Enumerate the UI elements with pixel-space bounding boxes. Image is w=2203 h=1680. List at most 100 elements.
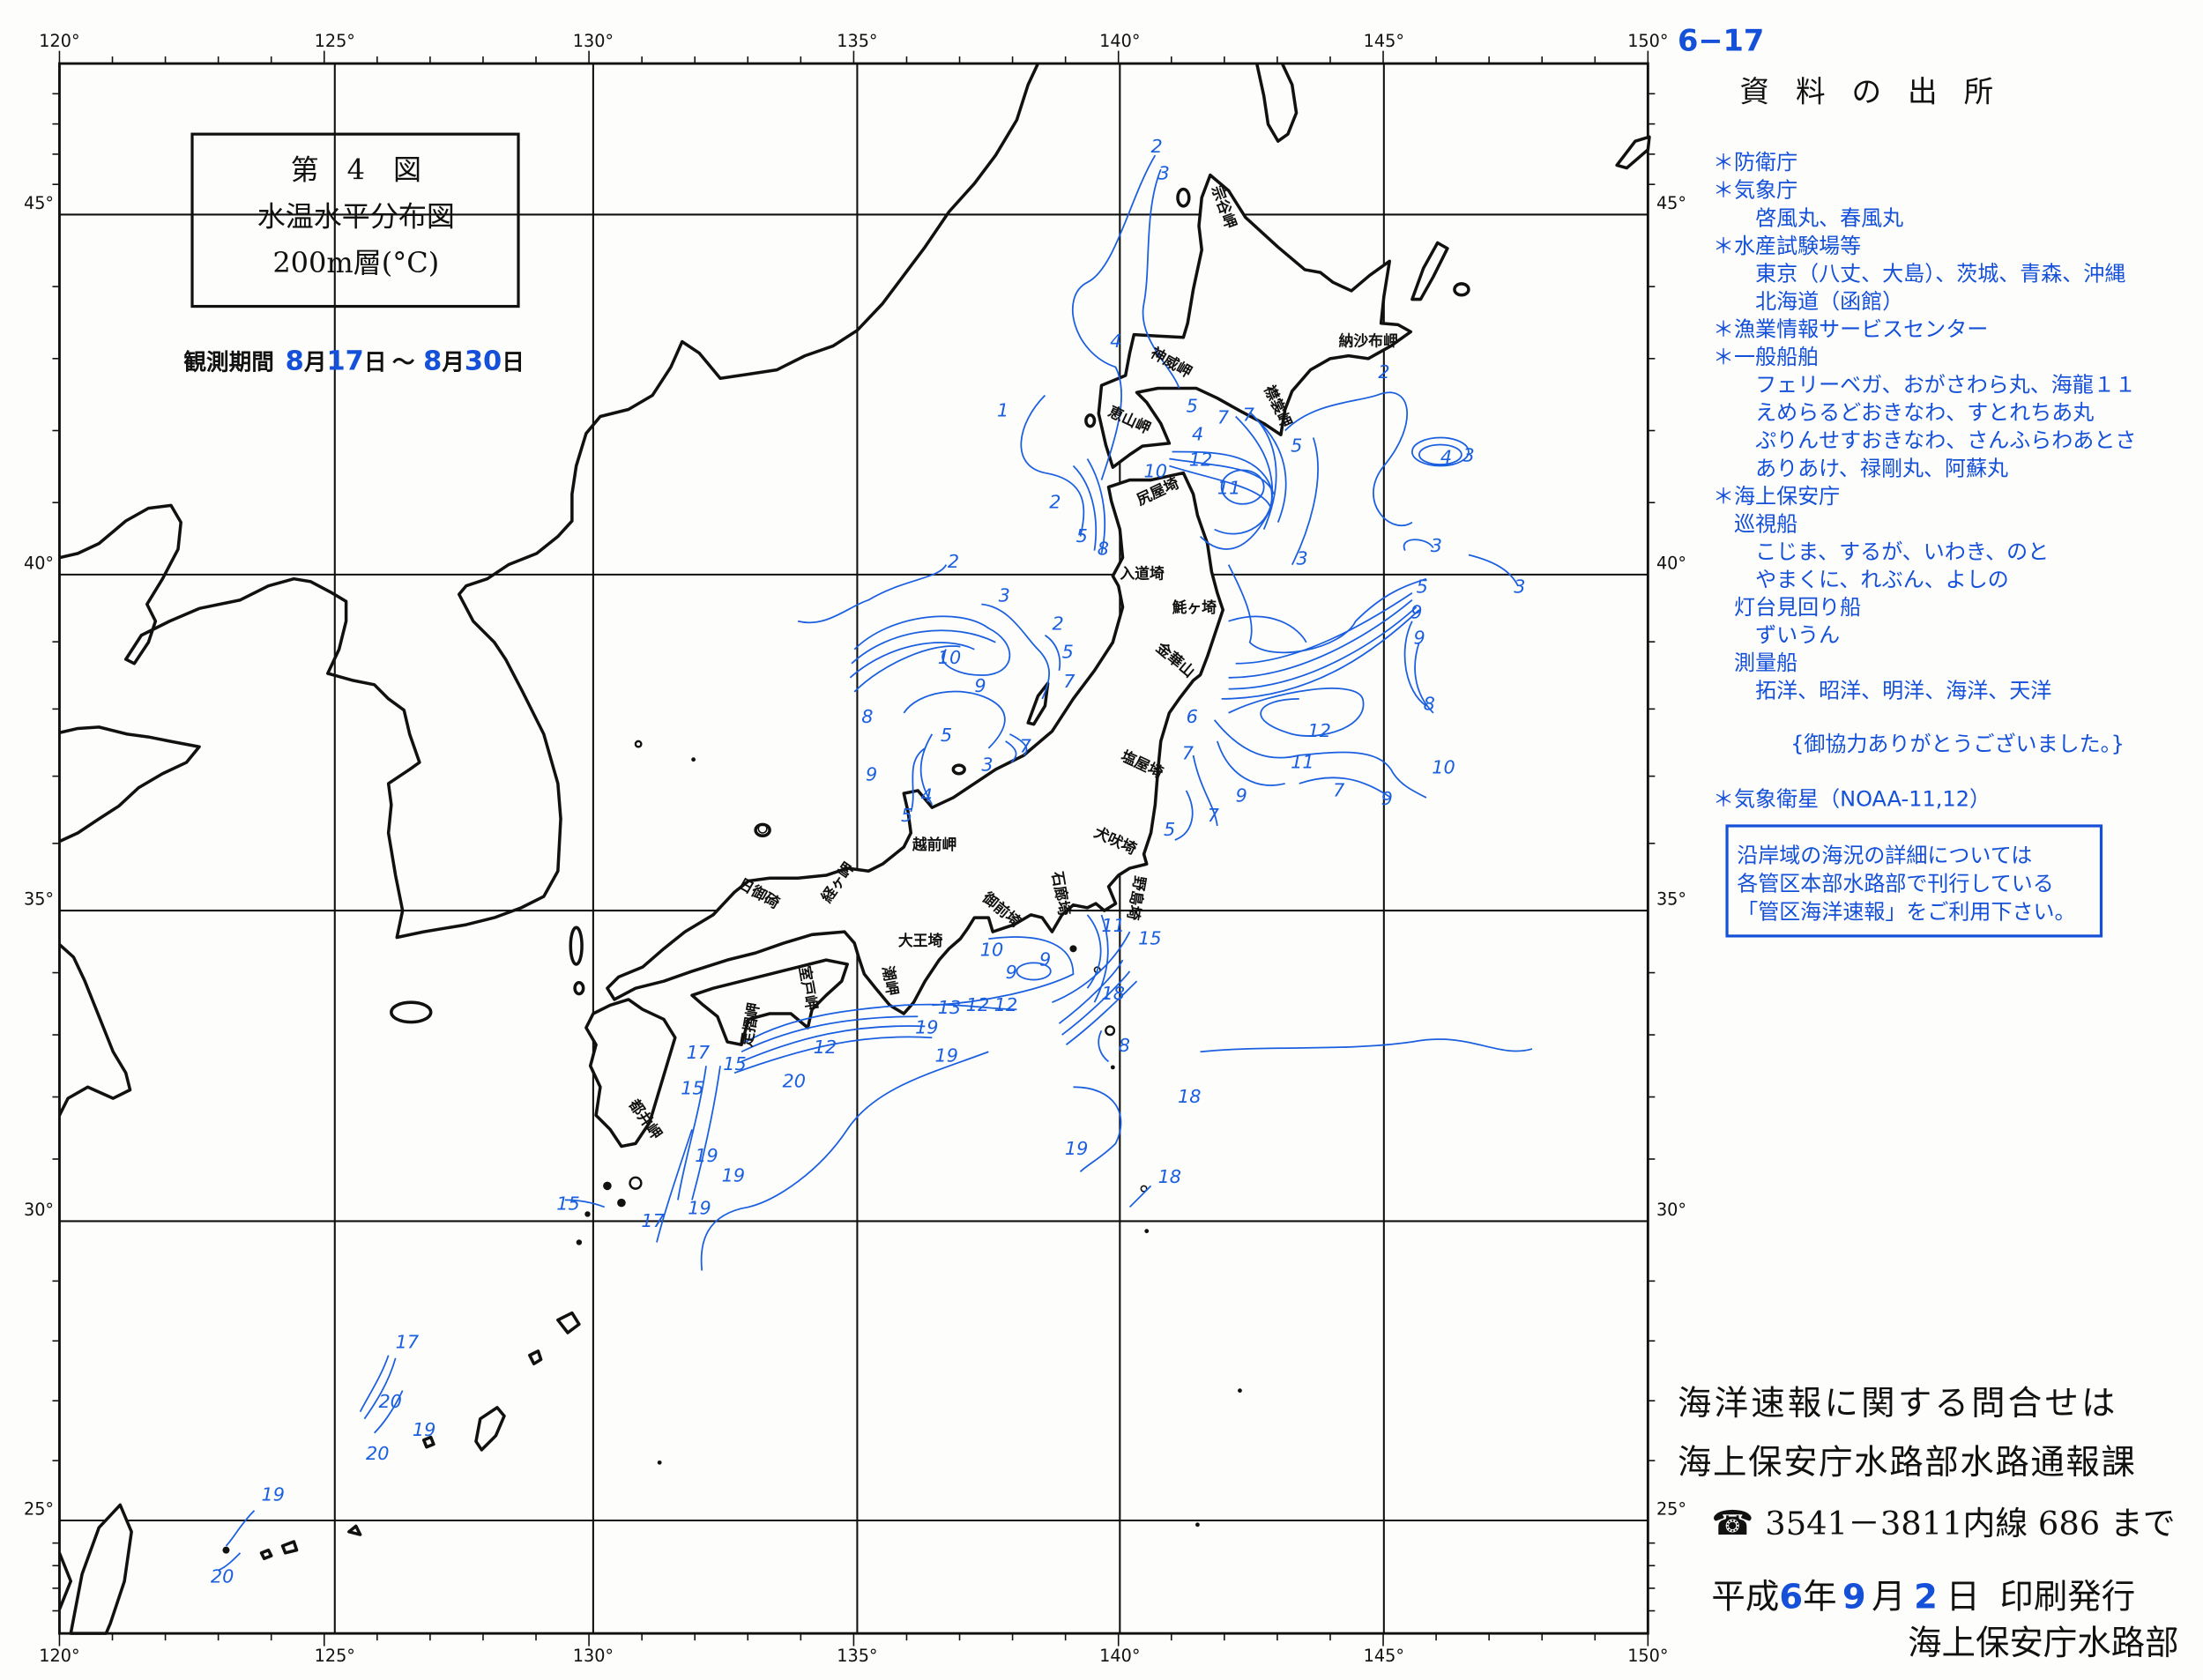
isotherm-label: 4 [1440,446,1452,467]
isotherm-label: 12 [1307,720,1330,741]
isotherm-label: 9 [1006,962,1017,983]
lat-label-right: 40° [1656,553,1686,573]
source-line: 東京（八丈、大島）、茨城、青森、沖縄 [1755,261,2125,286]
isotherm-label: 15 [1138,928,1161,949]
isotherm-label: 20 [783,1070,806,1091]
isotherm-label: 17 [641,1210,665,1231]
isotherm-label: 15 [681,1077,703,1098]
lon-label-bottom: 145° [1364,1646,1404,1666]
isotherm-label: 4 [1110,331,1121,352]
isotherm-label: 5 [1076,525,1088,546]
notice-line-3: 「管区海洋速報」をご利用下さい。 [1737,900,2075,925]
lat-label-left: 25° [24,1499,54,1520]
start-month: 8 [286,346,304,377]
isotherm-label: 5 [1187,396,1198,417]
figure-title: 水温水平分布図 [257,199,455,233]
source-line: やまくに、れぶん、よしの [1755,567,2009,591]
lon-label-bottom: 140° [1099,1646,1140,1666]
source-line: フェリーベガ、おがさわら丸、海龍１１ [1755,373,2136,398]
isotherm-label: 9 [1381,788,1393,809]
start-day-unit: 日 [364,350,387,376]
isotherm-label: 3 [1431,535,1442,556]
day-unit: 日 [1946,1577,1980,1617]
isotherm-label: 4 [920,785,932,807]
isotherm-label: 7 [1217,407,1230,428]
source-line: ぷりんせすおきなわ、さんふらわあとさ [1755,428,2136,453]
taiwan [69,1503,133,1635]
isotherm-label: 7 [1182,743,1195,764]
isotherm-label: 18 [1158,1166,1181,1187]
isotherm-label: 7 [1243,404,1255,425]
notice-line-1: 沿岸域の海況の詳細については [1737,844,2032,868]
isotherm-label: 15 [556,1193,579,1215]
source-line: ＊防衛庁 [1713,150,1797,175]
lat-label-left: 35° [24,889,54,910]
isotherm-label: 20 [378,1391,401,1412]
source-line: 拓洋、昭洋、明洋、海洋、天洋 [1755,679,2051,703]
lon-label-bottom: 120° [39,1646,79,1666]
isotherm-label: 5 [1417,576,1428,598]
lat-label-left: 30° [24,1200,54,1220]
source-line: 測量船 [1734,650,1797,675]
end-month: 8 [423,346,442,377]
isotherm-label: 13 [938,997,961,1018]
shikoku [690,958,849,1047]
source-line: ＊漁業情報サービスセンター [1713,317,1988,342]
isotherm-label: 9 [866,764,877,785]
isotherm-label: 5 [1062,641,1074,662]
isotherm-label: 20 [366,1443,389,1464]
source-line: 灯台見回り船 [1734,595,1861,620]
end-day: 30 [465,346,502,377]
lon-label-top: 130° [573,31,614,51]
page-number: 6−17 [1678,24,1764,58]
honshu [606,471,1225,1015]
isotherm-label: 19 [688,1197,711,1218]
isotherm-label: 18 [1102,983,1125,1004]
isotherm-label: 5 [901,805,912,826]
isotherm-label: 9 [974,675,986,696]
source-line: こじま、するが、いわき、のと [1755,539,2049,564]
lon-label-bottom: 125° [315,1646,355,1666]
isotherm-label: 8 [861,706,873,727]
pub-day: 2 [1914,1577,1938,1617]
graticule [58,62,1649,1635]
isotherm-label: 7 [1333,779,1345,800]
cape-echizen: 越前岬 [912,836,956,853]
hokkaido [1097,173,1413,469]
cape-nosappu: 納沙布岬 [1339,331,1398,349]
contact-line-1: 海洋速報に関する問合せは [1678,1384,2118,1424]
small-islands [222,187,1242,1561]
isotherm-label: 15 [723,1053,746,1074]
lat-label-right: 45° [1656,193,1686,213]
publication-date: 平成6年 9 月 2 日印刷発行 [1711,1577,2135,1617]
lat-label-left: 45° [24,193,54,213]
lon-label-bottom: 130° [573,1646,614,1666]
era: 平成 [1711,1577,1779,1617]
isotherm-label: 12 [966,994,989,1015]
notice-box [1725,824,2103,938]
cape-daio: 大王埼 [898,932,943,949]
source-line: ＊水産試験場等 [1713,234,1861,258]
lat-label-right: 30° [1656,1200,1686,1220]
isotherm-label: 9 [1039,949,1051,970]
isotherm-label: 2 [1151,136,1163,157]
cape-nyudo: 入道埼 [1120,565,1165,583]
start-month-unit: 月 [303,350,327,376]
isotherm-label: 5 [941,725,952,746]
month-unit: 月 [1872,1577,1905,1617]
china-south-coast [57,943,132,1610]
coastlines [57,63,1651,1635]
isotherm-label: 3 [981,755,993,776]
isotherm-label: 5 [1291,435,1302,457]
isotherm-label: 19 [413,1419,435,1440]
isotherm-label: 12 [994,994,1017,1015]
cape-nojima: 野島埼 [1124,874,1149,921]
source-line: えめらるどおきなわ、すとれちあ丸 [1755,400,2094,425]
observation-period: 観測期間 8月17日～ 8月30日 [183,346,524,377]
isotherm-label: 3 [1463,445,1475,466]
figure-title-box: 第 4 図 水温水平分布図 200m層(°C) [190,132,520,308]
